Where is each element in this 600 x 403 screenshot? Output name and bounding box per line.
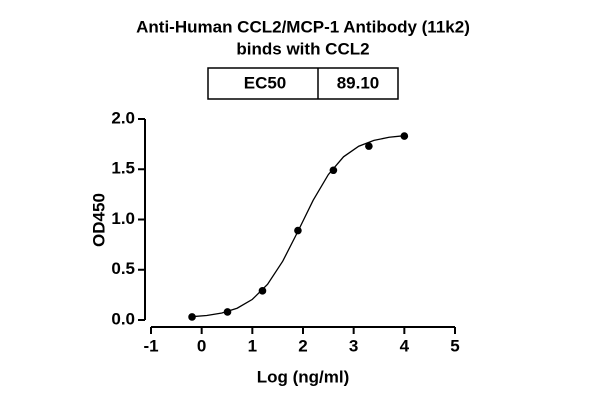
data-point xyxy=(365,142,373,150)
data-point xyxy=(223,308,232,316)
ec50-value: 89.10 xyxy=(337,73,380,92)
ec50-box xyxy=(207,67,399,100)
chart-title: Anti-Human CCL2/MCP-1 Antibody (11k2) xyxy=(136,17,470,36)
y-tick-label: 2.0 xyxy=(111,108,135,127)
x-tick-label: 5 xyxy=(450,336,459,355)
y-tick-label: 0.5 xyxy=(111,259,135,278)
x-tick-label: 0 xyxy=(197,336,206,355)
ec50-header: EC50 xyxy=(244,73,287,92)
data-point xyxy=(258,287,267,295)
y-axis-label: OD450 xyxy=(89,193,108,247)
x-tick-label: -1 xyxy=(143,336,158,355)
y-tick-label: 1.0 xyxy=(111,209,135,228)
x-axis-label: Log (ng/ml) xyxy=(257,367,350,386)
data-point xyxy=(188,313,196,321)
y-tick-label: 0.0 xyxy=(111,309,135,328)
x-tick-label: 1 xyxy=(248,336,257,355)
y-tick-label: 1.5 xyxy=(111,159,135,178)
fit-curve xyxy=(191,135,405,318)
x-tick-label: 4 xyxy=(400,336,410,355)
x-tick-label: 3 xyxy=(349,336,358,355)
data-point xyxy=(400,132,409,140)
chart-title: binds with CCL2 xyxy=(236,39,369,58)
data-point xyxy=(329,166,338,175)
x-tick-label: 2 xyxy=(298,336,307,355)
data-point xyxy=(294,226,302,235)
